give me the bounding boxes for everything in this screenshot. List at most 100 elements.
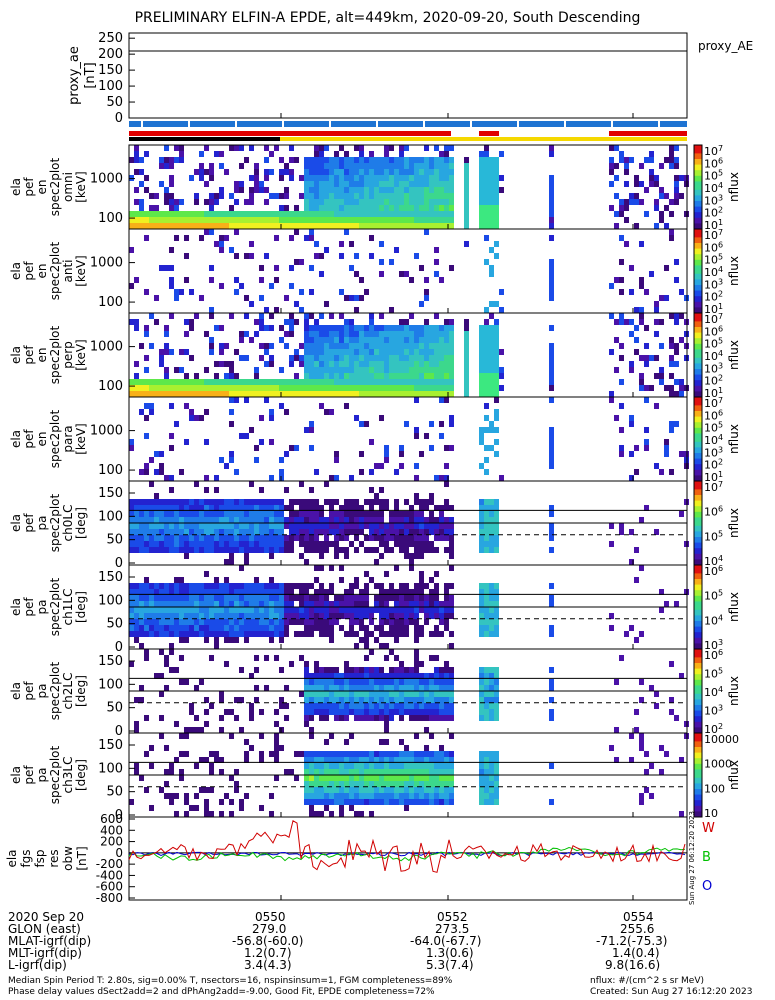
ch0LC-cell xyxy=(494,523,499,529)
para-cell xyxy=(179,469,184,475)
omni-cell xyxy=(489,181,494,187)
ch1LC-cell xyxy=(444,619,449,625)
perp-cell xyxy=(294,379,299,385)
omni-cell xyxy=(219,193,224,199)
perp-cell xyxy=(444,325,449,331)
perp-cell xyxy=(404,331,409,337)
omni-cell xyxy=(314,211,319,217)
ch1LC-cell xyxy=(159,631,164,637)
ch1LC-cell xyxy=(394,619,399,625)
perp-cell xyxy=(179,367,184,373)
ch0LC-cell xyxy=(224,535,229,541)
perp-cell xyxy=(409,325,414,331)
ch3LC-cell xyxy=(419,751,424,757)
perp-cell xyxy=(314,325,319,331)
ch0LC-cell xyxy=(169,541,174,547)
ch0LC-cell xyxy=(314,529,319,535)
perp-cell xyxy=(209,349,214,355)
ch1LC-cell xyxy=(379,595,384,601)
perp-colorbar-seg xyxy=(694,346,702,350)
ch0LC-cell xyxy=(494,541,499,547)
omni-cell xyxy=(419,193,424,199)
ch0LC-cell xyxy=(279,547,284,553)
ch3LC-cell xyxy=(319,775,324,781)
perp-cell xyxy=(489,367,494,373)
ch1LC-cell xyxy=(179,619,184,625)
omni-cell xyxy=(349,199,354,205)
perp-cell xyxy=(324,325,329,331)
perp-cell xyxy=(384,385,389,391)
ch3LC-cell xyxy=(239,799,244,805)
ch1LC-cell xyxy=(329,637,334,643)
ch2LC-cell xyxy=(414,661,419,667)
ch2LC-cell xyxy=(379,697,384,703)
ch0LC-cell xyxy=(399,517,404,523)
ch0LC-cell xyxy=(484,499,489,505)
omni-cell xyxy=(494,169,499,175)
para-cbar-tick-1: 106 xyxy=(704,408,723,422)
ch1LC-cell xyxy=(219,625,224,631)
para-cbar-tick-4: 103 xyxy=(704,445,723,459)
ch1LC-cell xyxy=(214,583,219,589)
omni-cell xyxy=(214,211,219,217)
ch3LC-cell xyxy=(549,799,554,805)
perp-cell xyxy=(399,367,404,373)
ch2LC-cell xyxy=(484,679,489,685)
ch0LC-cell xyxy=(294,499,299,505)
ch3LC-cell xyxy=(324,787,329,793)
perp-cell xyxy=(429,331,434,337)
perp-cell xyxy=(164,391,169,397)
ch1LC-cell xyxy=(259,631,264,637)
ch0LC-cell xyxy=(169,535,174,541)
ch0LC-cell xyxy=(384,505,389,511)
ch0LC-cell xyxy=(399,529,404,535)
perp-cell xyxy=(414,331,419,337)
ch0LC-cell xyxy=(234,517,239,523)
omni-cell xyxy=(434,181,439,187)
perp-cell xyxy=(434,325,439,331)
ch1LC-cell xyxy=(419,601,424,607)
omni-cell xyxy=(449,187,454,193)
omni-cell xyxy=(264,199,269,205)
ch0LC-colorbar-seg xyxy=(694,528,702,532)
para-cell xyxy=(429,445,434,451)
omni-cell xyxy=(654,199,659,205)
ch0LC-cell xyxy=(239,517,244,523)
ch0LC-cell xyxy=(189,529,194,535)
anti-cell xyxy=(264,253,269,259)
omni-cell xyxy=(664,157,669,163)
para-cell xyxy=(229,451,234,457)
ch0LC-cell xyxy=(229,499,234,505)
ch1LC-cell xyxy=(394,613,399,619)
perp-cell xyxy=(359,379,364,385)
anti-cell xyxy=(299,289,304,295)
para-cell xyxy=(549,433,554,439)
ch3LC-cell xyxy=(494,799,499,805)
perp-cell xyxy=(399,379,404,385)
perp-cell xyxy=(609,349,614,355)
ch0LC-cell xyxy=(149,517,154,523)
ch3LC-cell xyxy=(404,781,409,787)
ch1LC-cell xyxy=(149,589,154,595)
perp-colorbar-seg xyxy=(694,371,702,376)
ch2LC-colorbar-seg xyxy=(694,702,702,706)
omni-cell xyxy=(349,193,354,199)
ch1LC-cell xyxy=(144,631,149,637)
perp-cell xyxy=(384,343,389,349)
ch2LC-cell xyxy=(309,715,314,721)
ch0LC-cell xyxy=(374,511,379,517)
ch2LC-cell xyxy=(414,679,419,685)
perp-cell xyxy=(184,379,189,385)
ch3LC-colorbar-seg xyxy=(694,755,702,759)
ch0LC-cell xyxy=(249,511,254,517)
ch1LC-cell xyxy=(139,613,144,619)
ch1LC-cell xyxy=(244,607,249,613)
ch2LC-cell xyxy=(394,709,399,715)
ch3LC-colorbar-seg xyxy=(694,803,702,807)
ch2LC-cell xyxy=(339,703,344,709)
ch1LC-cell xyxy=(249,595,254,601)
omni-cell xyxy=(369,199,374,205)
ch1LC-cell xyxy=(209,607,214,613)
omni-cell xyxy=(494,175,499,181)
perp-cell xyxy=(429,343,434,349)
